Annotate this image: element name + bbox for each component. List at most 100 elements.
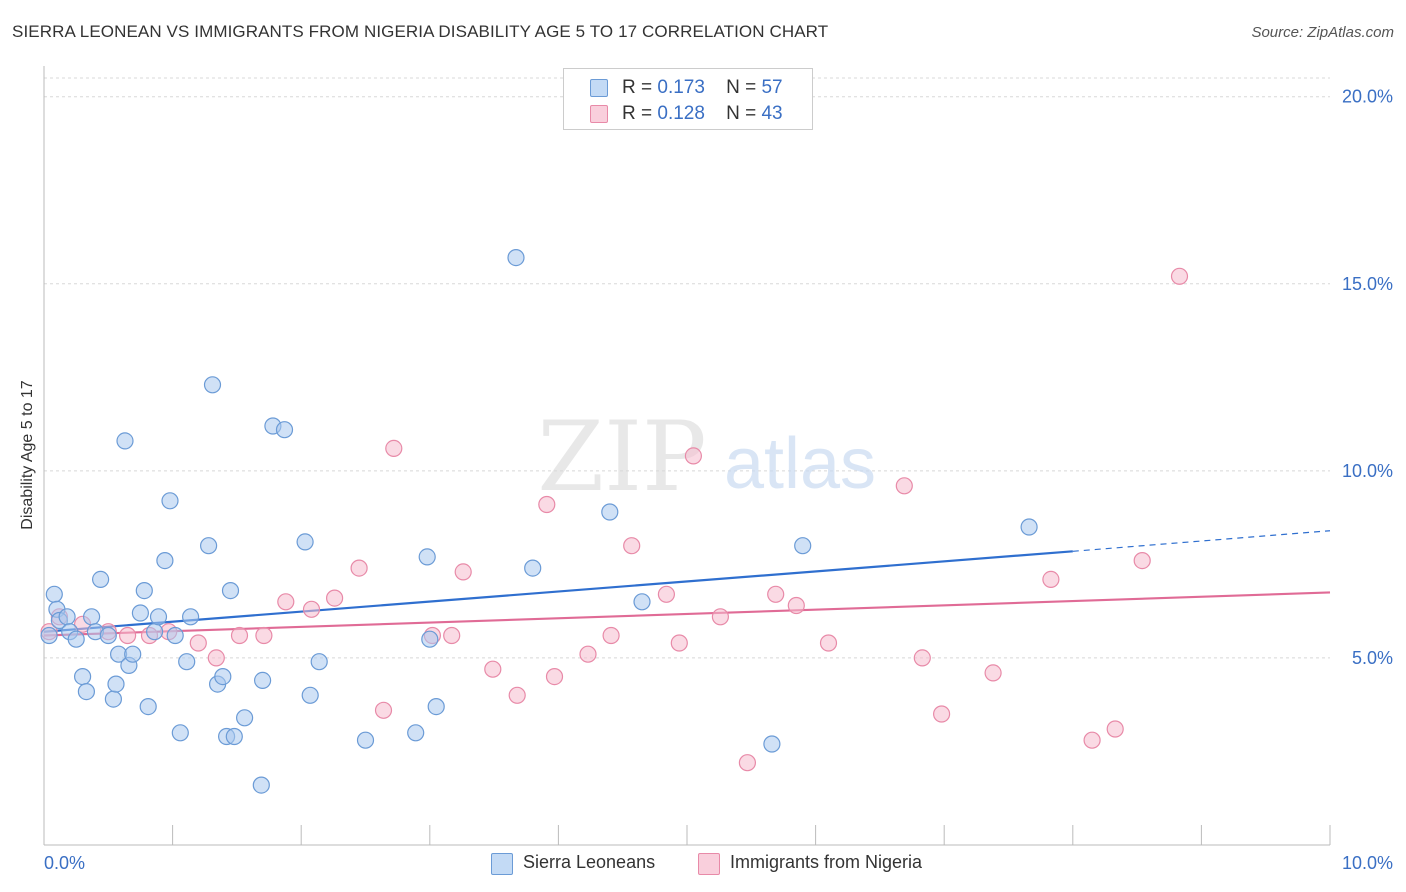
sierra-leonean-point	[161, 492, 179, 510]
n-value: 43	[761, 103, 783, 124]
sierra-leonean-point	[633, 593, 651, 611]
sierra-leonean-point	[58, 608, 76, 626]
nigeria-immigrant-point	[545, 667, 564, 686]
sierra-leonean-point	[407, 724, 425, 742]
sierra-leonean-point	[275, 421, 294, 439]
sierra-leonean-point	[182, 608, 200, 626]
sierra-leonean-point	[91, 570, 110, 589]
nigeria-immigrant-point	[711, 608, 730, 626]
nigeria-immigrant-point	[819, 634, 838, 652]
nigeria-immigrant-point	[189, 634, 207, 652]
sierra-leonean-point	[45, 585, 63, 603]
nigeria-immigrant-point	[230, 626, 249, 645]
blue-swatch	[491, 853, 513, 875]
sierra-leonean-point	[1020, 518, 1038, 536]
sierra-leonean-point	[310, 653, 328, 671]
sierra-leonean-point	[77, 682, 96, 701]
sierra-leonean-point	[524, 559, 542, 577]
nigeria-immigrant-point	[326, 589, 344, 607]
sierra-leonean-point	[794, 537, 812, 555]
axes	[43, 66, 1331, 846]
sierra-leonean-point	[252, 776, 270, 794]
nigeria-immigrant-point	[913, 649, 931, 667]
r-value: 0.173	[657, 77, 705, 98]
sierra-leonean-point	[146, 623, 164, 641]
nigeria-immigrant-point	[1042, 570, 1060, 589]
sierra-leonean-point	[418, 548, 436, 566]
nigeria-immigrant-point	[302, 600, 321, 618]
sierra-leonean-point	[107, 675, 125, 693]
blue-swatch	[590, 79, 608, 97]
nigeria-immigrant-point	[932, 705, 951, 723]
sierra-leonean-point	[135, 581, 153, 600]
sierra-leonean-point	[427, 697, 445, 716]
nigeria-immigrant-point	[623, 537, 641, 555]
sierra-leonean-point	[104, 690, 123, 708]
sierra-leonean-point	[124, 645, 142, 663]
nigeria-immigrant-point	[454, 563, 472, 581]
nigeria-immigrant-point	[385, 439, 403, 457]
nigeria-immigrant-point	[984, 664, 1002, 682]
sierra-leonean-point	[221, 581, 240, 600]
sierra-leonean-point	[200, 537, 218, 555]
n-value: 57	[761, 77, 783, 98]
y-tick-label: 5.0%	[1352, 648, 1393, 668]
legend-label: Sierra Leoneans	[523, 852, 656, 872]
sierra-leonean-trendline	[43, 550, 1073, 633]
sierra-leonean-point	[166, 626, 184, 645]
nigeria-immigrant-point	[350, 559, 368, 577]
pink-swatch	[590, 105, 608, 123]
stats-legend: R = 0.173 N = 57 R = 0.128 N = 43	[563, 68, 813, 130]
legend-label: Immigrants from Nigeria	[730, 852, 923, 872]
nigeria-immigrant-point	[277, 593, 295, 611]
sierra-leonean-point	[254, 671, 272, 690]
sierra-leonean-point	[178, 653, 196, 671]
x-tick-label: 0.0%	[44, 853, 85, 873]
nigeria-immigrant-point	[657, 585, 676, 603]
y-tick-label: 15.0%	[1342, 274, 1393, 294]
nigeria-immigrant-point	[767, 585, 785, 603]
nigeria-immigrant-point	[443, 626, 461, 645]
watermark-zip: ZIP	[537, 401, 706, 513]
y-tick-label: 10.0%	[1342, 461, 1393, 481]
nigeria-immigrant-point	[484, 660, 502, 678]
y-tick-label: 20.0%	[1342, 87, 1393, 107]
sierra-leonean-point	[131, 604, 149, 622]
nigeria-immigrant-point	[670, 634, 688, 652]
r-value: 0.128	[657, 103, 705, 124]
tick-labels: 5.0% 10.0% 15.0% 20.0% 0.0% 10.0%	[44, 87, 1393, 873]
chart-title: SIERRA LEONEAN VS IMMIGRANTS FROM NIGERI…	[12, 22, 829, 41]
n-label: N =	[726, 103, 757, 124]
nigeria-immigrant-point	[508, 686, 526, 704]
sierra-leonean-point	[73, 667, 92, 686]
nigeria-immigrant-point	[1106, 720, 1124, 738]
grid-lines	[44, 77, 1330, 659]
sierra-leonean-point	[67, 630, 85, 648]
nigeria-immigrant-trendline	[43, 591, 1331, 637]
sierra-leonean-point	[82, 608, 101, 626]
sierra-leonean-point	[139, 697, 157, 716]
sierra-leonean-point	[214, 667, 232, 686]
nigeria-immigrant-point	[1133, 551, 1151, 570]
trend-lines	[43, 530, 1331, 637]
sierra-leonean-point	[156, 551, 174, 570]
nigeria-immigrant-point	[602, 626, 620, 645]
nigeria-immigrant-point	[255, 626, 273, 645]
sierra-leonean-point	[301, 686, 319, 704]
x-tick-label: 10.0%	[1342, 853, 1393, 873]
source-credit: Source: ZipAtlas.com	[1251, 24, 1394, 41]
sierra-leonean-point	[296, 533, 314, 551]
pink-swatch	[698, 853, 720, 875]
sierra-leonean-point	[171, 724, 189, 742]
nigeria-immigrant-point	[374, 701, 393, 719]
r-label: R =	[622, 77, 653, 98]
nigeria-immigrant-point	[207, 649, 225, 667]
sierra-leonean-point	[149, 608, 168, 626]
n-label: N =	[726, 77, 757, 98]
sierra-leonean-point	[601, 503, 619, 521]
nigeria-immigrant-point	[895, 477, 913, 495]
nigeria-immigrant-point	[684, 447, 703, 465]
nigeria-immigrant-point	[1170, 267, 1189, 285]
nigeria-immigrant-point	[787, 596, 805, 615]
